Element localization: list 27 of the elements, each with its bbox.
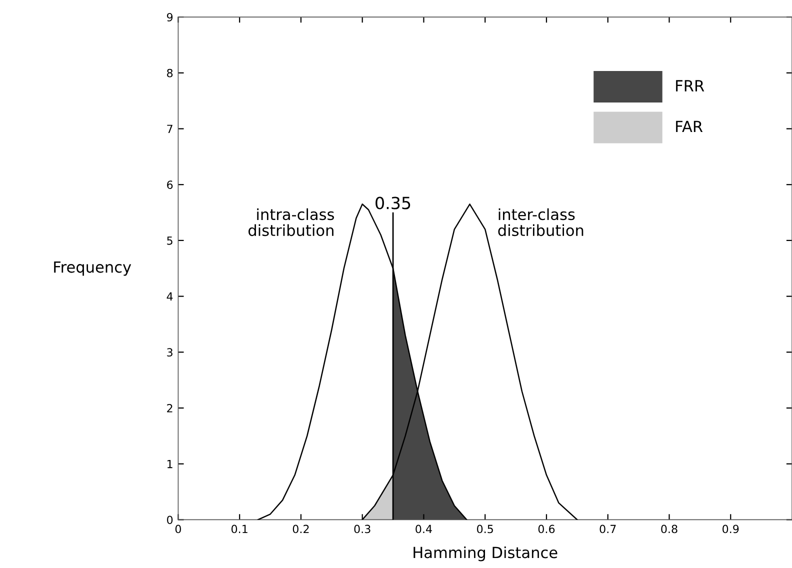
x-tick-label: 0.7 [600, 524, 616, 534]
ref-line-label: 0.35 [376, 196, 410, 210]
x-tick-label: 0.6 [538, 524, 555, 534]
legend-label: FRR [676, 80, 704, 92]
y-axis-title: Frequency [54, 261, 132, 276]
y-tick-label: 3 [167, 348, 172, 357]
y-tick-label: 6 [167, 180, 173, 189]
x-axis-title: Hamming Distance [414, 546, 558, 562]
series-label: inter-class distribution [498, 208, 584, 236]
y-tick-label: 7 [167, 124, 172, 133]
x-tick-label: 0 [175, 524, 181, 534]
x-tick-label: 0.5 [477, 524, 493, 534]
y-tick-label: 9 [166, 13, 173, 22]
y-tick-label: 8 [167, 68, 173, 78]
series-label: intra-class distribution [248, 208, 334, 236]
x-tick-label: 0.8 [661, 524, 678, 534]
y-tick-label: 2 [167, 404, 172, 412]
x-tick-label: 0.1 [231, 524, 248, 534]
legend-label: FAR [676, 120, 703, 132]
x-tick-label: 0.9 [722, 524, 739, 534]
y-tick-label: 5 [167, 236, 172, 245]
x-tick-label: 0.2 [292, 524, 309, 534]
x-tick-label: 0.4 [416, 524, 432, 534]
y-tick-label: 0 [167, 516, 173, 524]
y-tick-label: 4 [166, 292, 173, 301]
x-tick-label: 0.3 [354, 524, 370, 534]
y-tick-label: 1 [167, 460, 172, 468]
